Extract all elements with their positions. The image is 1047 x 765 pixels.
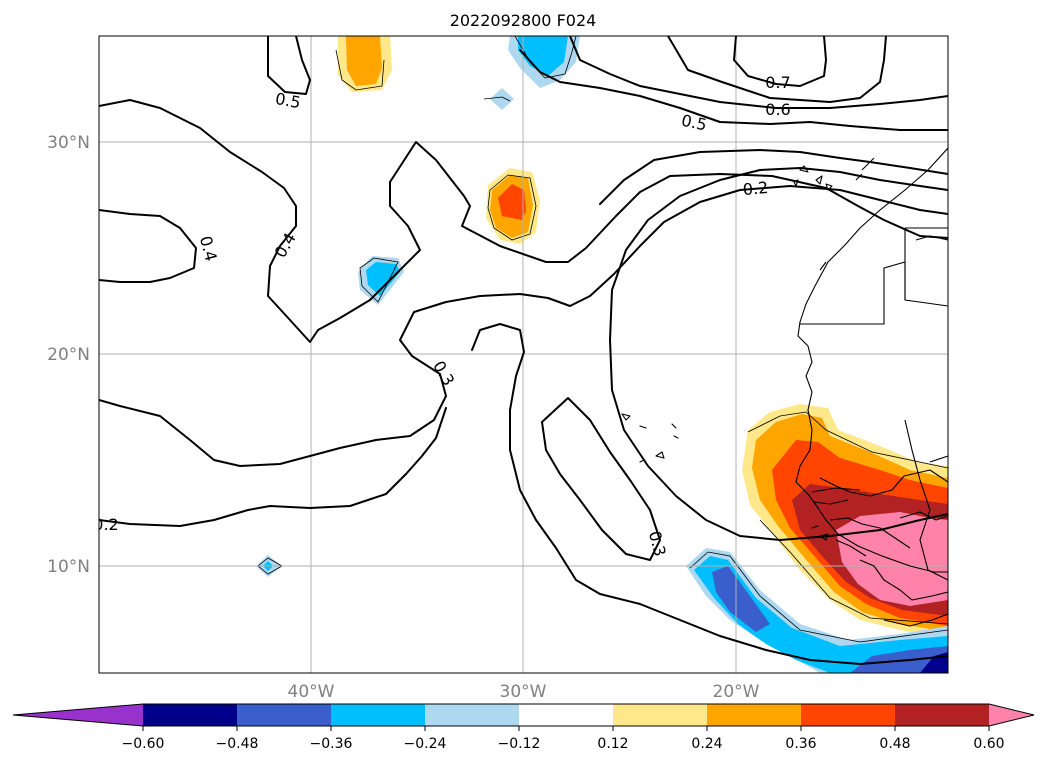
colorbar-bin xyxy=(519,704,614,726)
plot-frame xyxy=(98,35,949,674)
colorbar-bin xyxy=(331,704,426,726)
lon-label-40w: 40°W xyxy=(288,682,335,702)
contour-label: 0.6 xyxy=(765,100,790,119)
shaded-anomaly-fields xyxy=(256,36,948,673)
contour-0.2-east xyxy=(609,167,948,541)
colorbar-tick-label: −0.12 xyxy=(498,736,541,752)
ivory-coast xyxy=(883,613,948,627)
contour-0.6-loop xyxy=(667,36,887,103)
negative-anomaly-south-strong-2 xyxy=(850,646,948,673)
colorbar-tick-label: 0.12 xyxy=(597,736,628,752)
colorbar-tick-label: −0.60 xyxy=(122,736,165,752)
negative-anomaly-south-strong xyxy=(712,566,770,632)
positive-anomaly-core-north xyxy=(346,36,382,86)
gambia-river xyxy=(811,487,861,505)
colorbar-bin xyxy=(143,704,238,726)
lon-label-30w: 30°W xyxy=(500,682,547,702)
inland-border-east xyxy=(904,419,948,581)
colorbar-tick-label: −0.24 xyxy=(404,736,447,752)
contour-0.6 xyxy=(569,36,948,109)
negative-anomaly-small-1 xyxy=(490,88,514,110)
colorbar-bin xyxy=(425,704,520,726)
contour-0.2-east-top xyxy=(599,149,948,205)
coastlines xyxy=(621,147,948,627)
contour-0.3-inner xyxy=(471,323,948,665)
lat-label-10n: 10°N xyxy=(47,557,90,577)
colorbar-tick-label: 0.60 xyxy=(973,736,1004,752)
contour-label: 0.5 xyxy=(680,111,709,135)
colorbar-tick-label: 0.48 xyxy=(879,736,910,752)
contour-0.5-west xyxy=(267,36,311,95)
positive-anomaly-peak-central xyxy=(498,184,526,220)
colorbar-extend-low xyxy=(13,704,143,726)
contour-0.3-loop xyxy=(541,397,661,561)
contour-0.3-main xyxy=(99,185,948,467)
contour-0.4-main xyxy=(99,99,948,343)
contour-0.4-west-loop xyxy=(99,209,197,283)
map-plot-area: 0.5 0.4 0.4 0.3 0.2 0.3 0.7 0.6 0.5 0.2 xyxy=(93,36,948,673)
mauritania-border xyxy=(800,261,948,325)
colorbar-bin xyxy=(613,704,708,726)
colorbar-extend-high xyxy=(989,704,1034,726)
colorbar-tick-label: −0.48 xyxy=(216,736,259,752)
lon-label-20w: 20°W xyxy=(713,682,760,702)
colorbar: −0.60 −0.48 −0.36 −0.24 −0.12 0.12 0.24 0.36 0.4… xyxy=(12,703,1035,752)
contour-0.7 xyxy=(733,36,827,87)
negative-anomaly-core-west xyxy=(366,262,400,296)
contour-label: 0.7 xyxy=(765,73,790,92)
contour-0.2-south xyxy=(99,407,447,527)
colorbar-tick-label: 0.36 xyxy=(785,736,816,752)
lat-label-30n: 30°N xyxy=(47,133,90,153)
contour-label: 0.5 xyxy=(274,89,302,112)
latitude-labels: 30°N 20°N 10°N xyxy=(47,133,90,577)
africa-coastline xyxy=(795,147,948,573)
colorbar-bin xyxy=(895,704,990,726)
lat-label-20n: 20°N xyxy=(47,345,90,365)
colorbar-bin xyxy=(707,704,802,726)
figure-title: 2022092800 F024 xyxy=(450,11,597,30)
contour-label: 0.2 xyxy=(742,178,769,199)
colorbar-tick-label: 0.24 xyxy=(691,736,722,752)
negative-anomaly-core-north xyxy=(518,36,568,76)
senegal-mali-border xyxy=(819,469,948,497)
contour-label: 0.2 xyxy=(93,515,118,534)
colorbar-bin xyxy=(237,704,332,726)
contour-0.5-east xyxy=(519,49,948,131)
colorbar-bin xyxy=(801,704,896,726)
negative-anomaly-south-mid xyxy=(694,556,948,673)
sierra-leone-liberia xyxy=(859,559,948,601)
contour-lines xyxy=(99,36,948,665)
colorbar-tick-label: −0.36 xyxy=(310,736,353,752)
longitude-labels: 40°W 30°W 20°W xyxy=(288,682,760,702)
